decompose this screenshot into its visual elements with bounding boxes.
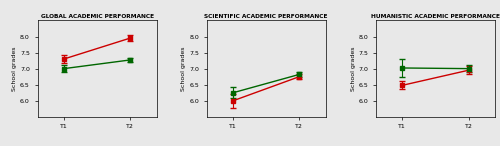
Title: HUMANISTIC ACADEMIC PERFORMANCE: HUMANISTIC ACADEMIC PERFORMANCE [371, 14, 500, 19]
Y-axis label: School grades: School grades [12, 46, 17, 91]
Title: SCIENTIFIC ACADEMIC PERFORMANCE: SCIENTIFIC ACADEMIC PERFORMANCE [204, 14, 328, 19]
Title: GLOBAL ACADEMIC PERFORMANCE: GLOBAL ACADEMIC PERFORMANCE [40, 14, 154, 19]
Y-axis label: School grades: School grades [350, 46, 356, 91]
Y-axis label: School grades: School grades [182, 46, 186, 91]
